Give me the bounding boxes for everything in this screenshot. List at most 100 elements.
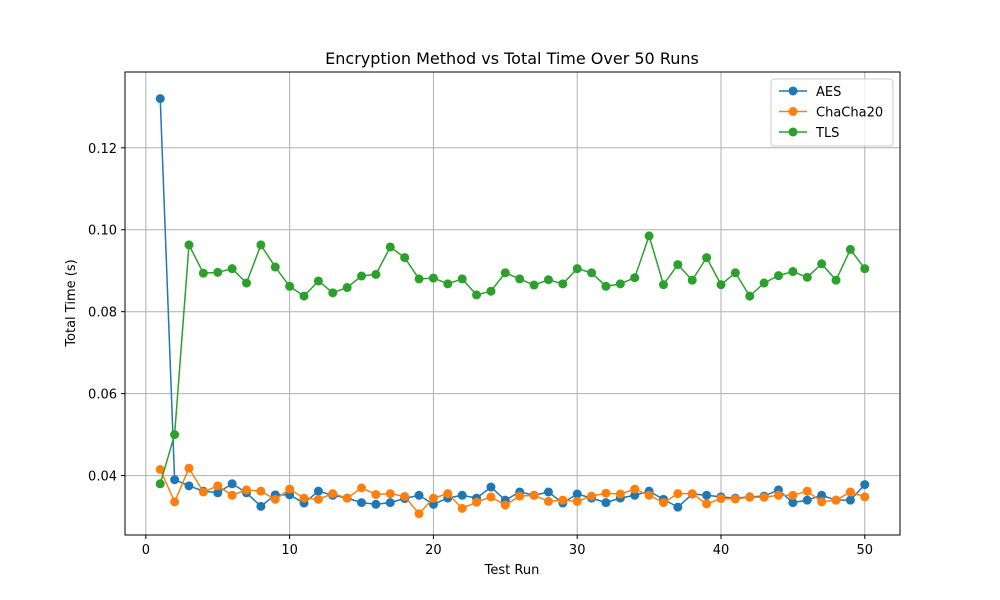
data-point-aes [313, 486, 323, 496]
data-point-tls [198, 268, 208, 278]
data-point-tls [759, 278, 769, 288]
data-point-chacha20 [658, 498, 668, 508]
data-point-chacha20 [687, 489, 697, 499]
data-point-aes [788, 498, 798, 508]
data-point-tls [630, 273, 640, 283]
data-point-aes [630, 490, 640, 500]
data-point-tls [170, 430, 180, 440]
data-point-tls [328, 288, 338, 298]
data-point-tls [774, 271, 783, 281]
data-point-tls [845, 244, 855, 254]
data-point-tls [357, 271, 367, 281]
data-point-tls [817, 259, 827, 269]
data-point-tls [155, 479, 165, 489]
data-point-chacha20 [644, 490, 654, 500]
axes-frame [124, 71, 901, 536]
data-point-aes [414, 490, 424, 500]
data-point-chacha20 [515, 491, 525, 501]
data-point-tls [601, 281, 611, 291]
data-point-aes [673, 502, 683, 512]
data-point-aes [601, 498, 611, 508]
x-axis-label: Test Run [484, 563, 540, 578]
data-point-tls [716, 280, 726, 290]
data-point-chacha20 [227, 490, 237, 500]
data-point-chacha20 [213, 481, 223, 491]
data-point-tls [658, 280, 668, 290]
data-point-tls [227, 264, 237, 274]
legend-entry-chacha20: ChaCha20 [779, 106, 883, 121]
data-point-tls [529, 280, 539, 290]
x-tick-label: 30 [569, 543, 586, 558]
chart-title: Encryption Method vs Total Time Over 50 … [325, 49, 699, 68]
data-point-chacha20 [845, 487, 855, 497]
data-point-chacha20 [270, 494, 280, 504]
data-point-tls [515, 274, 525, 284]
data-point-chacha20 [774, 490, 783, 500]
data-point-tls [788, 267, 798, 277]
data-point-chacha20 [702, 499, 712, 509]
data-point-aes [817, 490, 827, 500]
legend-box [770, 78, 894, 147]
data-point-chacha20 [256, 486, 266, 496]
data-point-chacha20 [285, 484, 295, 494]
legend-label: TLS [815, 126, 839, 141]
data-point-chacha20 [170, 497, 180, 507]
data-point-aes [170, 475, 180, 485]
data-point-tls [831, 275, 841, 285]
data-point-aes [702, 490, 712, 500]
data-point-chacha20 [500, 500, 510, 510]
legend-marker [788, 107, 798, 116]
data-point-tls [702, 253, 712, 263]
series-layer [155, 94, 870, 519]
data-point-chacha20 [457, 503, 467, 513]
data-point-chacha20 [486, 492, 496, 502]
data-point-chacha20 [543, 496, 553, 506]
data-point-aes [543, 487, 553, 497]
data-point-tls [400, 253, 410, 263]
data-point-chacha20 [313, 494, 323, 504]
data-point-chacha20 [860, 492, 870, 502]
data-point-aes [802, 495, 812, 505]
x-tick-label: 20 [425, 543, 442, 558]
x-tick-label: 50 [856, 543, 873, 558]
data-point-tls [270, 262, 280, 272]
data-point-tls [543, 275, 553, 285]
data-point-chacha20 [558, 495, 568, 505]
data-point-chacha20 [472, 497, 482, 507]
data-point-tls [443, 279, 453, 289]
data-point-tls [644, 231, 654, 241]
data-point-chacha20 [817, 497, 827, 507]
data-point-chacha20 [371, 489, 381, 499]
data-point-tls [256, 240, 266, 250]
data-point-tls [285, 281, 295, 291]
data-point-tls [428, 273, 438, 283]
data-point-chacha20 [443, 489, 453, 499]
y-axis-label: Total Time (s) [64, 259, 79, 347]
legend-label: AES [816, 85, 841, 100]
data-point-chacha20 [716, 494, 726, 504]
legend: AES ChaCha20 TLS [770, 78, 894, 147]
data-point-aes [357, 498, 367, 508]
data-point-aes [213, 488, 223, 498]
y-tick-label: 0.06 [88, 388, 117, 403]
data-point-chacha20 [328, 489, 338, 499]
data-point-chacha20 [357, 483, 367, 493]
data-point-chacha20 [400, 491, 410, 501]
data-point-aes [385, 498, 395, 508]
data-point-chacha20 [428, 493, 438, 503]
data-point-tls [342, 283, 352, 293]
y-tick-label: 0.12 [88, 142, 117, 157]
data-point-tls [572, 264, 582, 274]
data-point-tls [457, 274, 467, 284]
data-point-tls [500, 268, 510, 278]
data-point-aes [371, 499, 381, 509]
x-tick-label: 10 [281, 543, 298, 558]
data-point-tls [558, 279, 568, 289]
data-point-tls [313, 276, 323, 286]
data-point-chacha20 [299, 493, 309, 503]
data-point-tls [414, 274, 424, 284]
legend-entry-aes: AES [779, 85, 841, 100]
data-point-aes [845, 495, 855, 505]
data-point-chacha20 [730, 494, 740, 504]
x-tick-label: 0 [142, 543, 150, 558]
